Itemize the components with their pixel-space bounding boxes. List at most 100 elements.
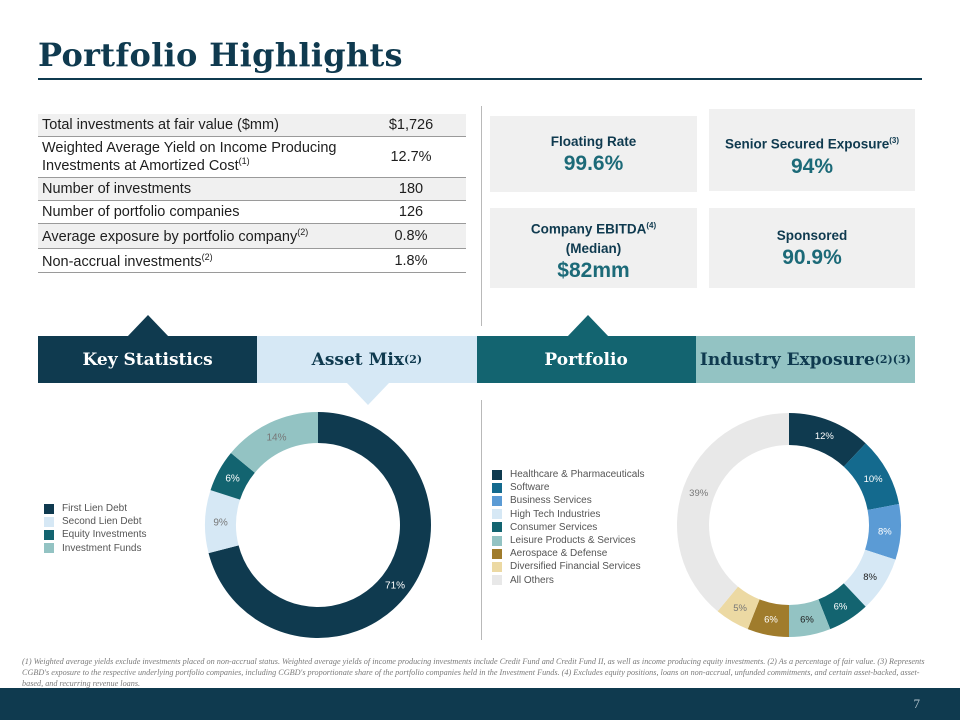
pointer-up-arrow <box>567 315 609 337</box>
pointer-down-arrow <box>347 383 389 405</box>
industry-exposure-donut-chart: 12% 10% 8% 8% 6% 6% 6% 5% 39% <box>677 413 901 637</box>
asset-mix-legend: First Lien Debt Second Lien Debt Equity … <box>44 502 146 555</box>
card-value: $82mm <box>557 258 630 282</box>
table-row: Number of portfolio companies 126 <box>38 201 466 224</box>
legend-item: Diversified Financial Services <box>492 560 645 573</box>
donut-slice <box>677 413 789 612</box>
table-row: Number of investments 180 <box>38 177 466 201</box>
industry-legend: Healthcare & Pharmaceuticals Software Bu… <box>492 468 645 587</box>
donut-slice <box>843 549 896 607</box>
card-sublabel: (Median) <box>565 240 622 256</box>
slice-label: 8% <box>863 572 877 583</box>
card-value: 94% <box>790 154 834 178</box>
donut-slice <box>717 586 760 630</box>
card-label: Sponsored <box>776 228 848 243</box>
legend-item: Consumer Services <box>492 521 645 534</box>
title-divider <box>38 78 922 80</box>
donut-slice <box>205 490 241 554</box>
legend-item: Healthcare & Pharmaceuticals <box>492 468 645 481</box>
card-value: 99.6% <box>563 152 624 175</box>
slice-label: 5% <box>733 603 747 614</box>
donut-slice <box>843 443 900 511</box>
stat-value: $1,726 <box>388 117 434 133</box>
tab-portfolio: Portfolio <box>476 336 696 383</box>
company-ebitda-card: Company EBITDA(4) (Median) $82mm <box>490 208 697 288</box>
key-statistics-table: Total investments at fair value ($mm) $1… <box>38 114 466 274</box>
legend-swatch <box>492 575 502 586</box>
stat-value: 0.8% <box>394 227 428 244</box>
legend-swatch <box>492 495 502 506</box>
card-label: Senior Secured Exposure(3) <box>724 136 900 152</box>
donut-slice <box>818 583 866 630</box>
slice-label: 6% <box>834 601 848 612</box>
card-value: 90.9% <box>782 246 842 269</box>
page-title: Portfolio Highlights <box>38 36 403 74</box>
slice-label: 8% <box>878 526 892 537</box>
slice-label: 12% <box>815 431 835 442</box>
legend-item: Equity Investments <box>44 528 146 541</box>
table-row: Average exposure by portfolio company(2)… <box>38 223 466 249</box>
donut-slice <box>210 452 255 500</box>
donut-slice <box>789 413 866 467</box>
legend-swatch <box>492 482 502 493</box>
stat-label: Non-accrual investments(2) <box>42 251 213 270</box>
stat-value: 1.8% <box>394 252 428 269</box>
tab-key-statistics: Key Statistics <box>38 336 258 383</box>
slice-label: 6% <box>764 615 778 626</box>
asset-mix-donut-chart: 71% 9% 6% 14% <box>205 412 431 638</box>
sponsored-card: Sponsored 90.9% <box>709 208 915 288</box>
stat-label: Number of portfolio companies <box>42 203 240 220</box>
legend-item: First Lien Debt <box>44 502 146 515</box>
legend-item: Second Lien Debt <box>44 515 146 528</box>
floating-rate-card: Floating Rate 99.6% <box>490 116 697 192</box>
legend-item: Investment Funds <box>44 542 146 555</box>
legend-swatch <box>492 548 502 559</box>
legend-swatch <box>492 535 502 546</box>
stat-label: Average exposure by portfolio company(2) <box>42 226 309 245</box>
slice-label: 9% <box>213 517 228 528</box>
legend-item: Business Services <box>492 494 645 507</box>
card-label: Company EBITDA(4) <box>530 221 657 237</box>
footnote: (1) Weighted average yields exclude inve… <box>22 657 925 688</box>
legend-swatch <box>492 561 502 572</box>
legend-item: All Others <box>492 574 645 587</box>
tab-asset-mix: Asset Mix (2) <box>257 336 477 383</box>
stat-value: 180 <box>398 180 424 197</box>
legend-swatch <box>492 469 502 480</box>
legend-item: Aerospace & Defense <box>492 547 645 560</box>
stat-label: Total investments at fair value ($mm) <box>42 117 279 133</box>
table-row: Non-accrual investments(2) 1.8% <box>38 249 466 274</box>
page-number: 7 <box>913 696 921 711</box>
card-label: Floating Rate <box>550 134 637 149</box>
vertical-divider <box>481 106 482 326</box>
slice-label: 39% <box>689 488 709 499</box>
table-row: Weighted Average Yield on Income Produci… <box>38 137 466 178</box>
tab-industry-exposure: Industry Exposure (2)(3) <box>695 336 915 383</box>
senior-secured-card: Senior Secured Exposure(3) 94% <box>709 109 915 191</box>
donut-slice <box>865 504 901 560</box>
legend-swatch <box>44 503 54 514</box>
legend-item: Leisure Products & Services <box>492 534 645 547</box>
footer-bar: 7 <box>0 688 960 720</box>
donut-slice <box>789 599 831 637</box>
legend-swatch <box>44 516 54 527</box>
slice-label: 14% <box>266 432 286 443</box>
donut-slice <box>747 599 789 637</box>
slice-label: 71% <box>385 580 405 591</box>
stat-value: 126 <box>398 203 424 220</box>
legend-swatch <box>44 543 54 554</box>
pointer-up-arrow <box>127 315 169 337</box>
stat-label: Weighted Average Yield on Income Produci… <box>42 140 337 174</box>
slice-label: 6% <box>800 615 814 626</box>
legend-swatch <box>492 509 502 520</box>
legend-swatch <box>492 522 502 533</box>
table-row: Total investments at fair value ($mm) $1… <box>38 114 466 137</box>
vertical-divider <box>481 400 482 640</box>
slice-label: 6% <box>225 474 240 485</box>
legend-item: Software <box>492 481 645 494</box>
legend-item: High Tech Industries <box>492 508 645 521</box>
legend-swatch <box>44 529 54 540</box>
slice-label: 10% <box>864 474 884 485</box>
donut-slice <box>230 412 318 473</box>
stat-label: Number of investments <box>42 180 192 197</box>
